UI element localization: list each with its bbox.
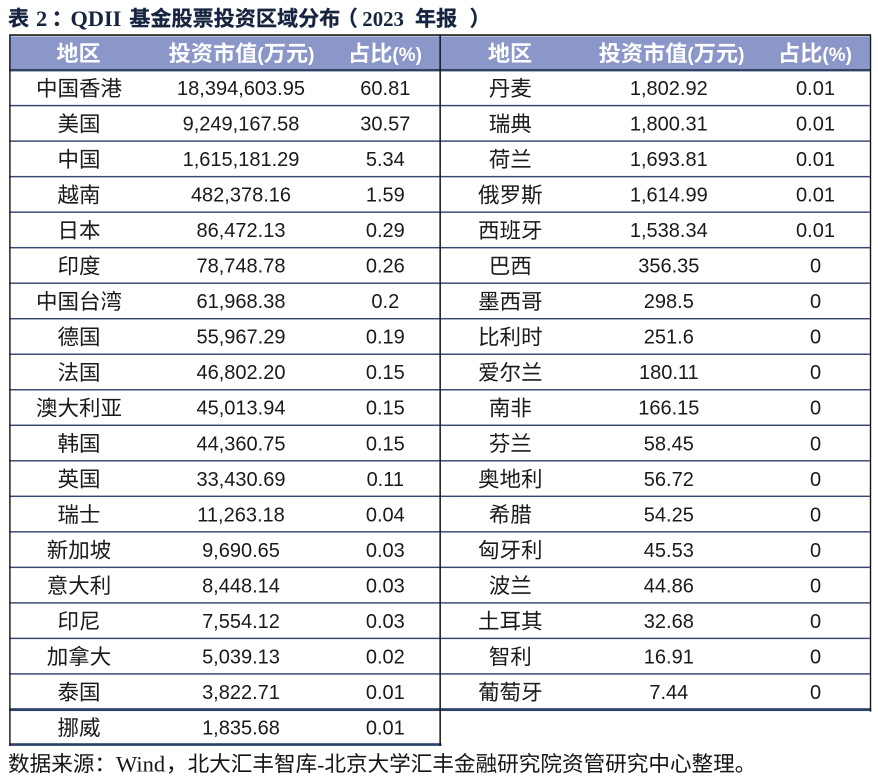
svg-text:): ) bbox=[738, 45, 744, 66]
svg-text:2: 2 bbox=[36, 6, 47, 31]
svg-text:54.25: 54.25 bbox=[644, 504, 694, 526]
svg-text:482,378.16: 482,378.16 bbox=[191, 185, 291, 207]
svg-text:8,448.14: 8,448.14 bbox=[202, 575, 280, 597]
svg-text:(: ( bbox=[687, 45, 694, 66]
svg-text:0.04: 0.04 bbox=[366, 504, 405, 526]
svg-text:-: - bbox=[317, 752, 324, 776]
svg-text:0: 0 bbox=[810, 256, 821, 278]
svg-text:0: 0 bbox=[810, 504, 821, 526]
svg-text:32.68: 32.68 bbox=[644, 611, 694, 633]
svg-text:0.01: 0.01 bbox=[366, 682, 405, 704]
svg-text:60.81: 60.81 bbox=[360, 78, 410, 100]
svg-text:0: 0 bbox=[810, 291, 821, 313]
svg-text:0: 0 bbox=[810, 682, 821, 704]
svg-text:7.44: 7.44 bbox=[649, 682, 688, 704]
svg-text:0: 0 bbox=[810, 646, 821, 668]
svg-text:251.6: 251.6 bbox=[644, 327, 694, 349]
svg-text:45,013.94: 45,013.94 bbox=[197, 398, 286, 420]
svg-text:5,039.13: 5,039.13 bbox=[202, 646, 280, 668]
svg-text:0: 0 bbox=[810, 398, 821, 420]
svg-text:61,968.38: 61,968.38 bbox=[197, 291, 286, 313]
svg-text:78,748.78: 78,748.78 bbox=[197, 256, 286, 278]
svg-text:356.35: 356.35 bbox=[638, 256, 699, 278]
svg-text:0.15: 0.15 bbox=[366, 362, 405, 384]
svg-text:56.72: 56.72 bbox=[644, 469, 694, 491]
svg-text:86,472.13: 86,472.13 bbox=[197, 220, 286, 242]
svg-text:0.15: 0.15 bbox=[366, 398, 405, 420]
svg-text:0: 0 bbox=[810, 433, 821, 455]
svg-text:0.29: 0.29 bbox=[366, 220, 405, 242]
svg-text:1,835.68: 1,835.68 bbox=[202, 717, 280, 739]
svg-text:18,394,603.95: 18,394,603.95 bbox=[177, 78, 305, 100]
svg-text:0.03: 0.03 bbox=[366, 611, 405, 633]
svg-text:298.5: 298.5 bbox=[644, 291, 694, 313]
svg-text:): ) bbox=[308, 45, 314, 66]
svg-text:1,538.34: 1,538.34 bbox=[630, 220, 708, 242]
svg-text:0.01: 0.01 bbox=[796, 185, 835, 207]
svg-text:QDII: QDII bbox=[71, 6, 122, 31]
svg-text:33,430.69: 33,430.69 bbox=[197, 469, 286, 491]
svg-text:0: 0 bbox=[810, 575, 821, 597]
svg-text:44.86: 44.86 bbox=[644, 575, 694, 597]
svg-text:0: 0 bbox=[810, 540, 821, 562]
svg-text:0.01: 0.01 bbox=[366, 717, 405, 739]
svg-text:0.02: 0.02 bbox=[366, 646, 405, 668]
svg-text:1,615,181.29: 1,615,181.29 bbox=[183, 149, 300, 171]
svg-text:58.45: 58.45 bbox=[644, 433, 694, 455]
svg-text:30.57: 30.57 bbox=[360, 114, 410, 136]
svg-text:0.19: 0.19 bbox=[366, 327, 405, 349]
svg-text:45.53: 45.53 bbox=[644, 540, 694, 562]
svg-text:3,822.71: 3,822.71 bbox=[202, 682, 280, 704]
svg-text:0.03: 0.03 bbox=[366, 575, 405, 597]
svg-text:0.01: 0.01 bbox=[796, 220, 835, 242]
svg-text:1.59: 1.59 bbox=[366, 185, 405, 207]
svg-text:(: ( bbox=[257, 45, 264, 66]
svg-text:180.11: 180.11 bbox=[639, 362, 699, 384]
svg-text:9,690.65: 9,690.65 bbox=[202, 540, 280, 562]
svg-text:0: 0 bbox=[810, 469, 821, 491]
svg-text:55,967.29: 55,967.29 bbox=[197, 327, 286, 349]
svg-text:16.91: 16.91 bbox=[644, 646, 694, 668]
svg-text:0.15: 0.15 bbox=[366, 433, 405, 455]
svg-text:Wind: Wind bbox=[116, 751, 165, 776]
svg-text:0.01: 0.01 bbox=[796, 114, 835, 136]
svg-text:5.34: 5.34 bbox=[366, 149, 405, 171]
svg-text:2023: 2023 bbox=[362, 8, 404, 31]
svg-text:1,614.99: 1,614.99 bbox=[630, 185, 708, 207]
svg-text:0.26: 0.26 bbox=[366, 256, 405, 278]
svg-text:(%): (%) bbox=[822, 45, 852, 66]
svg-text:0.03: 0.03 bbox=[366, 540, 405, 562]
svg-text:166.15: 166.15 bbox=[638, 398, 699, 420]
svg-text:7,554.12: 7,554.12 bbox=[202, 611, 280, 633]
svg-text:(%): (%) bbox=[392, 45, 422, 66]
svg-text:0.01: 0.01 bbox=[796, 78, 835, 100]
svg-text:1,802.92: 1,802.92 bbox=[630, 78, 708, 100]
svg-text:9,249,167.58: 9,249,167.58 bbox=[183, 114, 300, 136]
svg-text:0: 0 bbox=[810, 362, 821, 384]
svg-text:0: 0 bbox=[810, 611, 821, 633]
svg-text:1,693.81: 1,693.81 bbox=[630, 149, 708, 171]
svg-text:44,360.75: 44,360.75 bbox=[197, 433, 286, 455]
svg-text:0.01: 0.01 bbox=[796, 149, 835, 171]
svg-text:0.11: 0.11 bbox=[367, 469, 404, 491]
svg-text:0.2: 0.2 bbox=[371, 291, 399, 313]
svg-text:1,800.31: 1,800.31 bbox=[630, 114, 708, 136]
svg-text:46,802.20: 46,802.20 bbox=[197, 362, 286, 384]
svg-text:0: 0 bbox=[810, 327, 821, 349]
svg-text:11,263.18: 11,263.18 bbox=[197, 504, 285, 526]
